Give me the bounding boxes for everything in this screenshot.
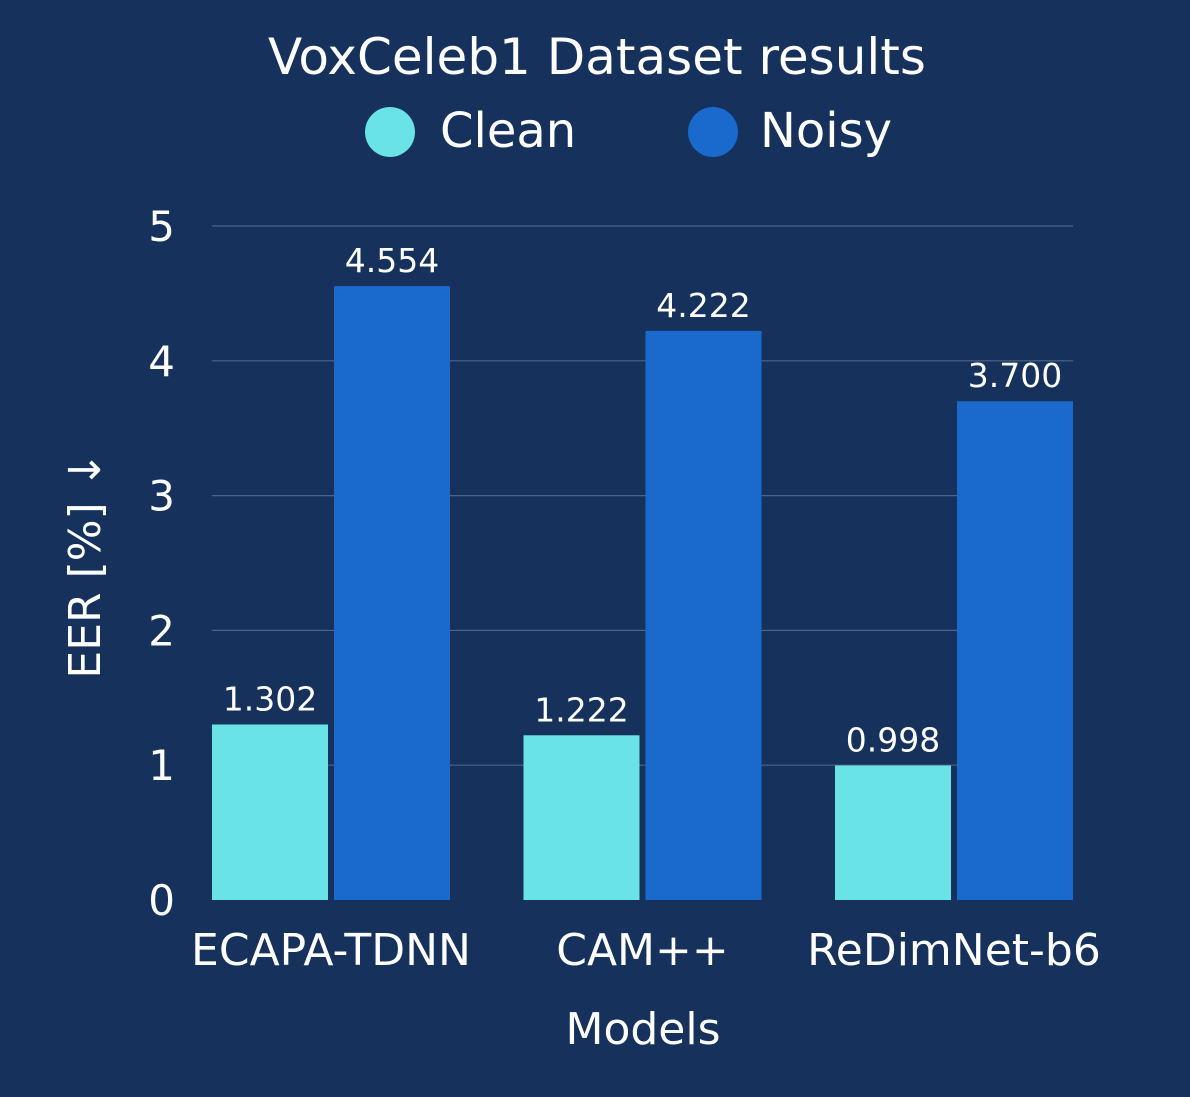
x-tick-label: CAM++ <box>556 925 729 976</box>
x-tick-label: ECAPA-TDNN <box>191 925 471 976</box>
x-axis-label: Models <box>565 1004 720 1055</box>
y-tick-label: 3 <box>148 472 175 521</box>
y-tick-label: 0 <box>148 876 175 925</box>
legend-label-clean: Clean <box>440 103 576 159</box>
y-axis-ticks: 0 1 2 3 4 5 <box>148 202 175 925</box>
bars <box>212 286 1073 900</box>
data-label: 1.302 <box>223 679 317 718</box>
legend-label-noisy: Noisy <box>760 103 892 159</box>
chart-title: VoxCeleb1 Dataset results <box>268 28 926 86</box>
bar-clean-0 <box>212 724 328 900</box>
y-tick-label: 1 <box>148 741 175 790</box>
y-tick-label: 5 <box>148 202 175 251</box>
legend: Clean Noisy <box>365 103 892 159</box>
data-label: 1.222 <box>534 690 628 729</box>
y-tick-label: 2 <box>148 606 175 655</box>
bar-noisy-2 <box>957 401 1073 900</box>
data-label: 4.554 <box>345 241 439 280</box>
bar-clean-1 <box>523 735 640 900</box>
bar-noisy-0 <box>334 286 450 900</box>
data-label: 0.998 <box>846 720 940 759</box>
x-tick-label: ReDimNet-b6 <box>807 925 1101 976</box>
legend-swatch-noisy <box>688 107 738 157</box>
x-axis-ticks: ECAPA-TDNN CAM++ ReDimNet-b6 <box>191 925 1101 976</box>
data-label: 4.222 <box>656 286 750 325</box>
bar-noisy-1 <box>645 330 762 900</box>
bar-clean-2 <box>835 765 951 900</box>
data-labels: 1.302 4.554 1.222 4.222 0.998 3.700 <box>223 241 1062 759</box>
data-label: 3.700 <box>968 356 1062 395</box>
legend-swatch-clean <box>365 107 415 157</box>
y-tick-label: 4 <box>148 337 175 386</box>
y-axis-label: EER [%] ↓ <box>60 451 111 678</box>
